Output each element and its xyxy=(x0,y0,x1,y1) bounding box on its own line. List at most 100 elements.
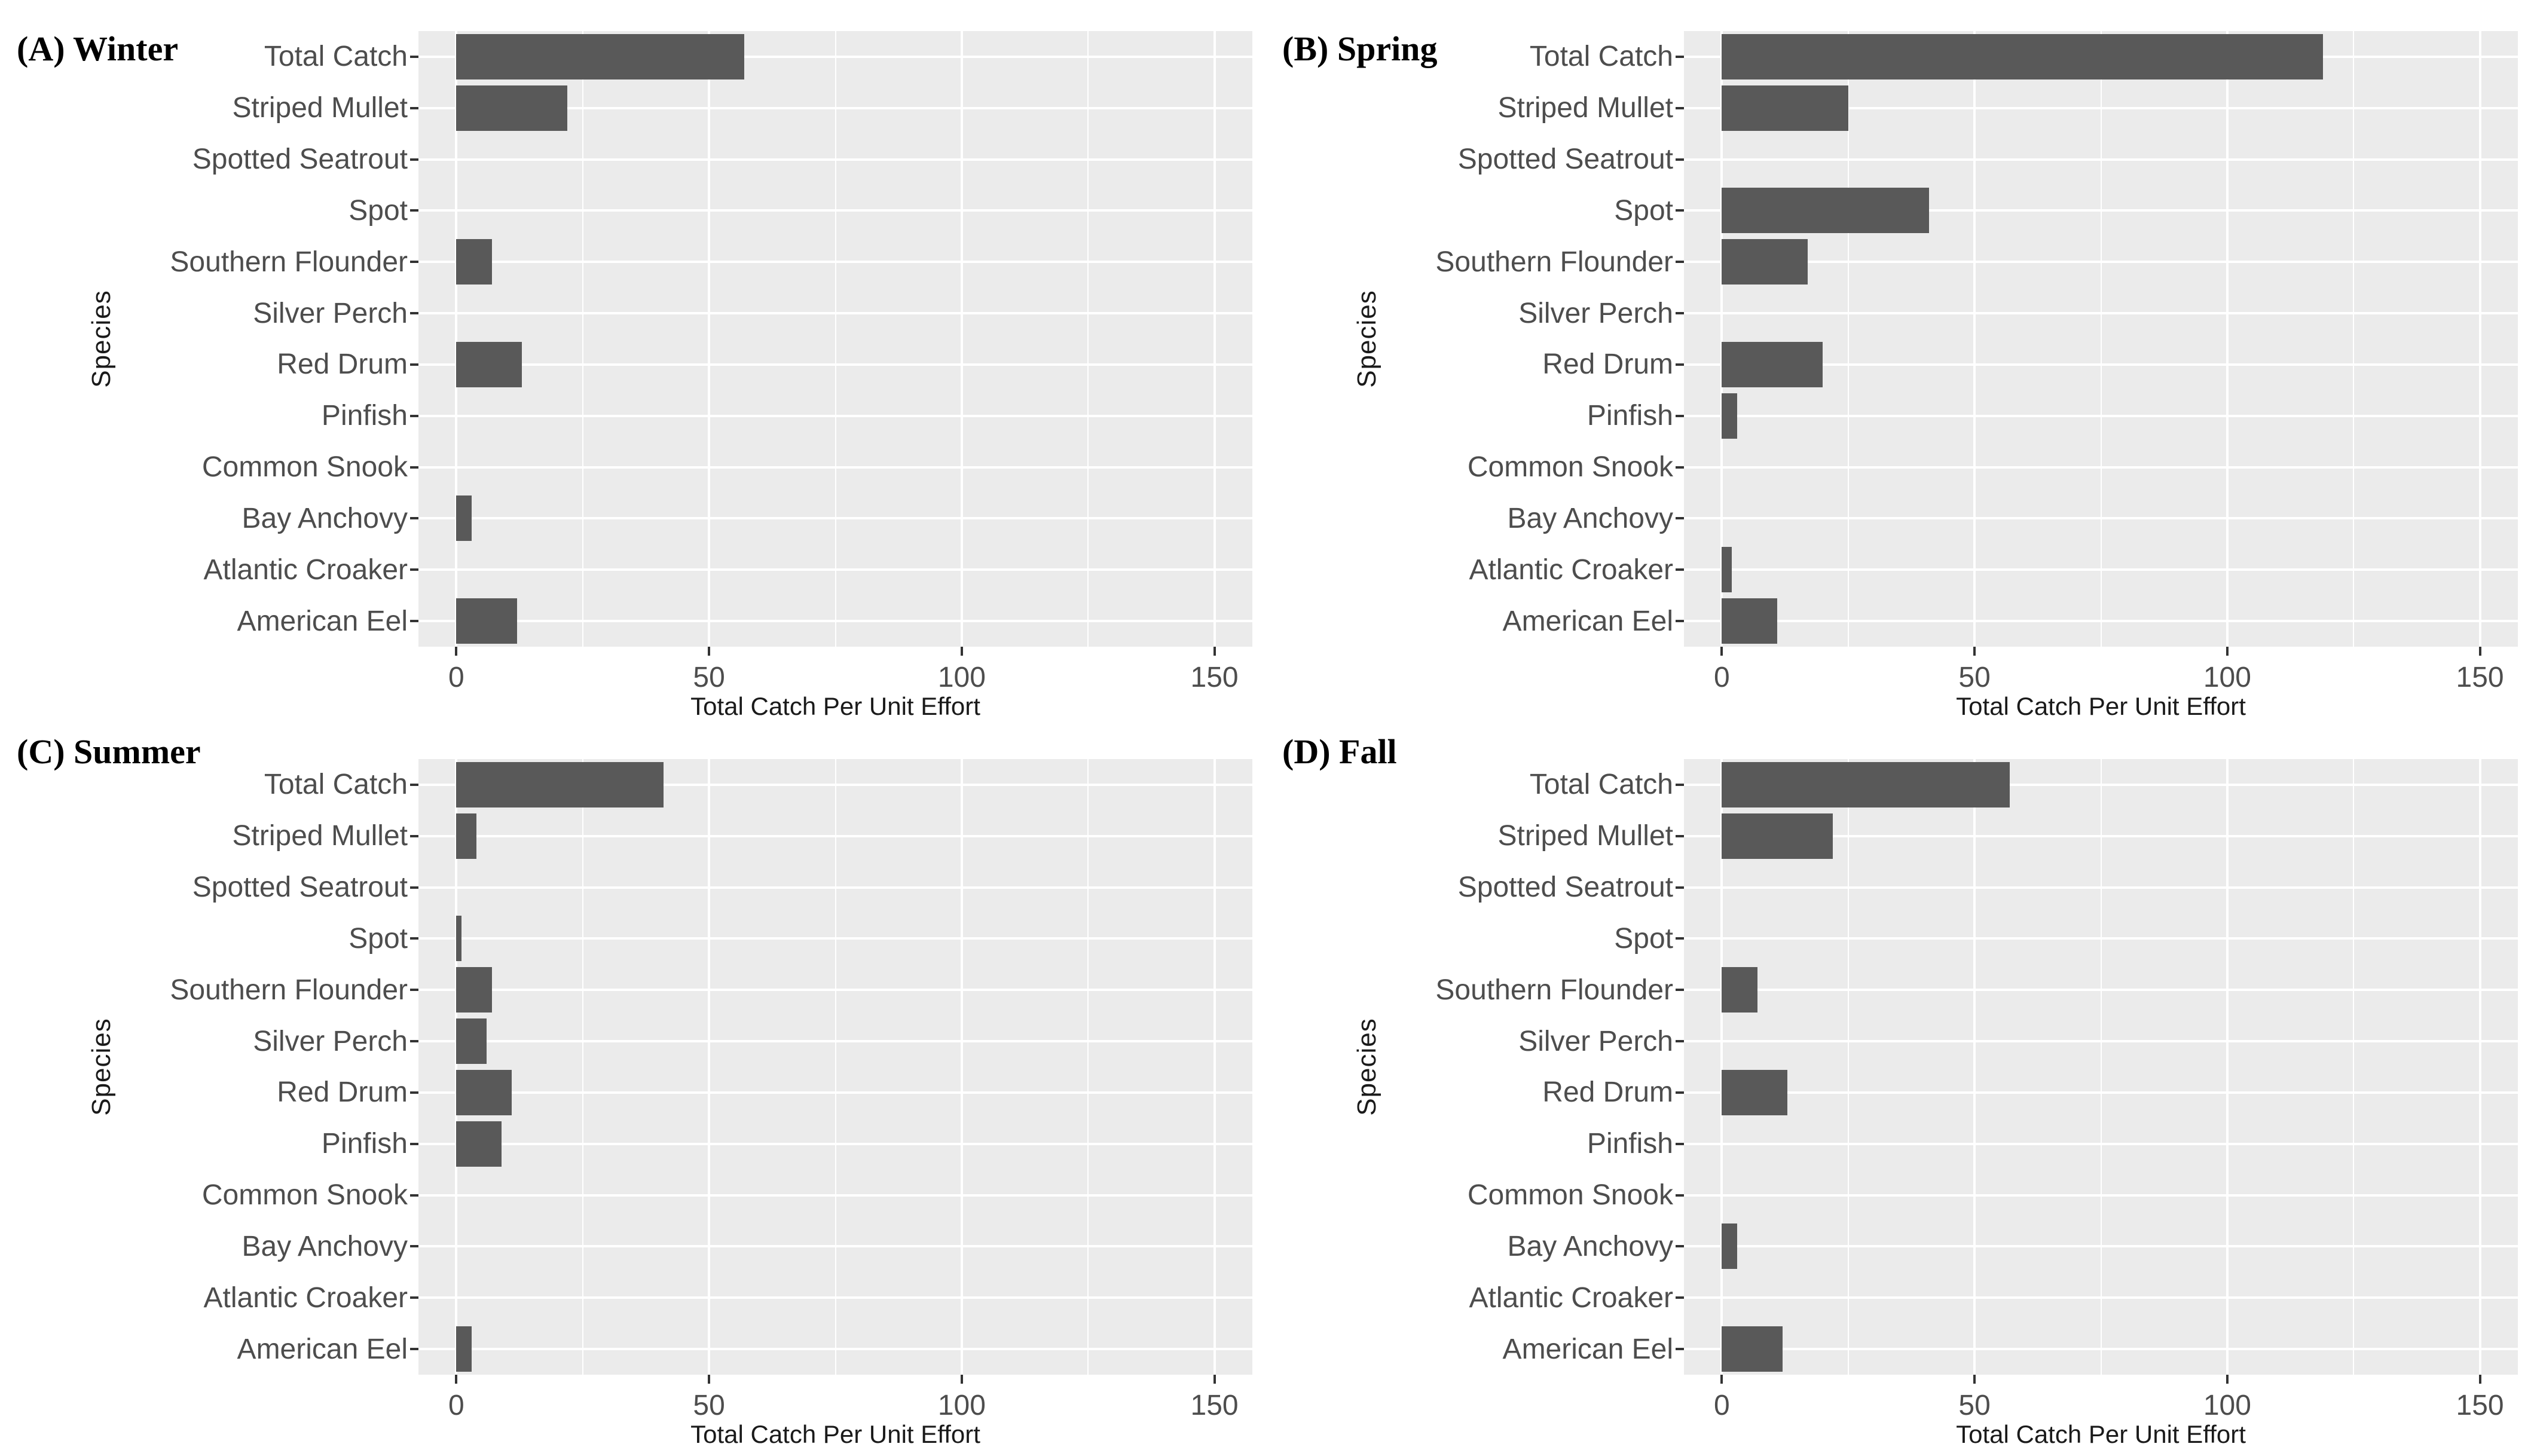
bar-american-eel xyxy=(1722,1326,1783,1372)
bar-spot xyxy=(456,916,461,962)
species-label: Striped Mullet xyxy=(232,820,408,852)
y-tick-mark xyxy=(1676,1348,1684,1351)
y-tick-mark xyxy=(1676,106,1684,109)
y-tick-mark xyxy=(410,106,418,109)
y-category-row: Silver Perch xyxy=(1266,287,1684,339)
y-tick-mark xyxy=(410,620,418,623)
species-label: Total Catch xyxy=(1529,41,1673,73)
panel-title-spring: (B) Spring xyxy=(1282,29,1438,68)
x-tick-label: 100 xyxy=(937,662,986,693)
y-category-row: Red Drum xyxy=(0,1067,418,1118)
gridline-minor xyxy=(582,31,583,647)
bar-southern-flounder xyxy=(1722,239,1808,285)
bar-pinfish xyxy=(1722,393,1737,439)
y-category-row: Striped Mullet xyxy=(1266,810,1684,862)
bar-striped-mullet xyxy=(1722,85,1848,131)
species-label: Red Drum xyxy=(277,1076,408,1109)
y-category-row: Spot xyxy=(0,185,418,236)
species-label: American Eel xyxy=(237,1333,408,1365)
gridline-major xyxy=(2226,31,2229,647)
y-category-row: Pinfish xyxy=(1266,1118,1684,1170)
bar-silver-perch xyxy=(456,1018,487,1065)
panel-title-summer: (C) Summer xyxy=(17,732,201,771)
x-axis: 0 50 100 150 xyxy=(418,647,1252,701)
y-category-row: Spot xyxy=(1266,913,1684,964)
species-label: Southern Flounder xyxy=(170,246,408,278)
species-label: Silver Perch xyxy=(1518,1025,1673,1057)
y-tick-mark xyxy=(1676,1040,1684,1043)
panel-fall: (D) Fall Species Total Catch Striped Mull… xyxy=(1266,728,2531,1456)
species-label: Atlantic Croaker xyxy=(203,553,408,586)
x-axis: 0 50 100 150 xyxy=(1684,647,2518,701)
gridline-minor xyxy=(835,759,836,1375)
species-label: Striped Mullet xyxy=(1497,820,1673,852)
x-tick-label: 100 xyxy=(937,1390,986,1421)
gridline-major xyxy=(1720,759,1723,1375)
species-label: American Eel xyxy=(1502,1333,1673,1365)
x-tick-mark xyxy=(1973,647,1976,656)
species-label: Spotted Seatrout xyxy=(1457,871,1673,904)
y-category-row: Red Drum xyxy=(1266,1067,1684,1118)
y-tick-mark xyxy=(1676,1142,1684,1145)
gridline-minor xyxy=(2353,31,2355,647)
plot-area xyxy=(418,759,1252,1375)
y-category-row: Common Snook xyxy=(0,1170,418,1221)
species-label: Red Drum xyxy=(1542,348,1673,381)
species-label: Common Snook xyxy=(201,451,408,484)
y-tick-mark xyxy=(410,1296,418,1299)
x-axis: 0 50 100 150 xyxy=(1684,1375,2518,1429)
x-tick-label: 100 xyxy=(2203,1390,2251,1421)
x-tick-label: 100 xyxy=(2203,662,2251,693)
gridline-major xyxy=(455,31,458,647)
y-tick-mark xyxy=(410,312,418,315)
plot-area xyxy=(1684,759,2518,1375)
x-tick-mark xyxy=(708,647,711,656)
y-category-row: Red Drum xyxy=(1266,339,1684,390)
plot-area xyxy=(418,31,1252,647)
y-category-row: Spotted Seatrout xyxy=(1266,134,1684,185)
species-label: Spot xyxy=(1614,922,1673,955)
y-category-row: Total Catch xyxy=(1266,31,1684,82)
x-tick-label: 0 xyxy=(448,662,464,693)
y-tick-mark xyxy=(410,1040,418,1043)
species-label: Common Snook xyxy=(1467,451,1673,484)
y-axis-labels: Total Catch Striped Mullet Spotted Seatrou… xyxy=(0,31,418,647)
y-axis-labels: Total Catch Striped Mullet Spotted Seatrou… xyxy=(1266,31,1684,647)
x-tick-mark xyxy=(708,1375,711,1384)
y-tick-mark xyxy=(1676,261,1684,264)
x-tick-mark xyxy=(2226,1375,2229,1384)
gridline-minor xyxy=(582,759,583,1375)
y-tick-mark xyxy=(1676,783,1684,786)
gridline-major xyxy=(708,759,711,1375)
y-category-row: Atlantic Croaker xyxy=(1266,544,1684,595)
panel-title-winter: (A) Winter xyxy=(17,29,179,68)
gridline-major xyxy=(708,31,711,647)
bar-southern-flounder xyxy=(1722,967,1757,1013)
y-category-row: Total Catch xyxy=(0,759,418,810)
y-axis-labels: Total Catch Striped Mullet Spotted Seatrou… xyxy=(1266,759,1684,1375)
y-category-row: Southern Flounder xyxy=(1266,964,1684,1015)
species-label: Spot xyxy=(349,194,408,227)
bar-total-catch xyxy=(1722,761,2010,807)
plot-area xyxy=(1684,31,2518,647)
x-tick-mark xyxy=(2478,647,2481,656)
y-category-row: Common Snook xyxy=(1266,1170,1684,1221)
y-tick-mark xyxy=(1676,158,1684,161)
bar-total-catch xyxy=(456,33,745,79)
bar-spot xyxy=(1722,188,1930,234)
y-category-row: Atlantic Croaker xyxy=(1266,1272,1684,1323)
gridline-major xyxy=(960,31,963,647)
y-tick-mark xyxy=(1676,1245,1684,1248)
gridline-major xyxy=(1973,759,1976,1375)
x-tick-label: 150 xyxy=(1190,1390,1239,1421)
y-axis-labels: Total Catch Striped Mullet Spotted Seatrou… xyxy=(0,759,418,1375)
gridline-major xyxy=(2478,759,2481,1375)
species-label: Bay Anchovy xyxy=(242,1230,408,1262)
y-tick-mark xyxy=(410,414,418,417)
y-tick-mark xyxy=(410,1142,418,1145)
y-category-row: Spotted Seatrout xyxy=(0,862,418,913)
gridline-minor xyxy=(2100,31,2102,647)
y-tick-mark xyxy=(410,834,418,837)
bar-southern-flounder xyxy=(456,239,492,285)
species-label: Southern Flounder xyxy=(1435,246,1673,278)
